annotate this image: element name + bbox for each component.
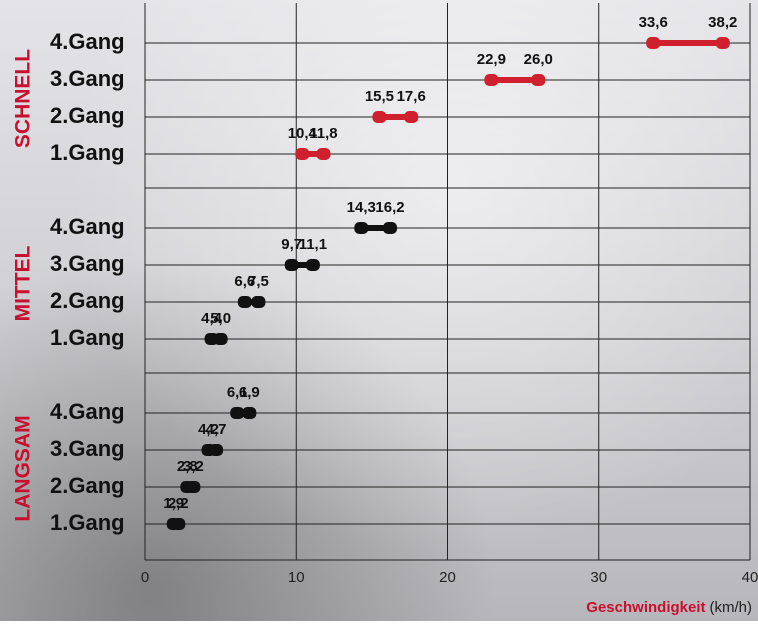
value-label: 2,2 bbox=[168, 495, 189, 512]
group-label: SCHNELL bbox=[12, 49, 35, 148]
row-label: 4.Gang bbox=[50, 29, 125, 54]
range-end bbox=[484, 74, 498, 86]
range-end bbox=[214, 333, 228, 345]
value-label: 4,7 bbox=[206, 421, 227, 438]
range-end bbox=[285, 259, 299, 271]
value-label: 38,2 bbox=[708, 14, 737, 31]
range-end bbox=[209, 444, 223, 456]
x-tick-label: 40 bbox=[742, 569, 758, 586]
range-end bbox=[716, 37, 730, 49]
x-axis-unit: (km/h) bbox=[710, 599, 753, 616]
value-label: 7,5 bbox=[248, 273, 269, 290]
value-label: 22,9 bbox=[477, 51, 506, 68]
value-label: 16,2 bbox=[375, 199, 404, 216]
row-label: 1.Gang bbox=[50, 325, 125, 350]
row-label: 1.Gang bbox=[50, 510, 125, 535]
value-label: 6,9 bbox=[239, 384, 260, 401]
range-end bbox=[230, 407, 244, 419]
value-label: 11,8 bbox=[309, 125, 337, 142]
row-label: 2.Gang bbox=[50, 473, 125, 498]
row-label: 4.Gang bbox=[50, 399, 125, 424]
axis-title: Geschwindigkeit (km/h) bbox=[586, 599, 752, 616]
row-label: 3.Gang bbox=[50, 436, 125, 461]
page: 0 10 20 30 40 SCHNELL 4.Gang 33,6 38,2 3.Gang 22,9… bbox=[0, 0, 758, 621]
range-end bbox=[306, 259, 320, 271]
value-label: 14,3 bbox=[347, 199, 376, 216]
group-label: MITTEL bbox=[12, 245, 35, 321]
value-label: 5,0 bbox=[210, 310, 231, 327]
row-label: 2.Gang bbox=[50, 103, 125, 128]
range-end bbox=[242, 407, 256, 419]
row-label: 2.Gang bbox=[50, 288, 125, 313]
value-label: 11,1 bbox=[299, 236, 327, 253]
range-end bbox=[646, 37, 660, 49]
value-label: 3,2 bbox=[183, 458, 204, 475]
x-tick-label: 0 bbox=[141, 569, 149, 586]
value-label: 15,5 bbox=[365, 88, 394, 105]
range-end bbox=[316, 148, 330, 160]
value-label: 17,6 bbox=[397, 88, 426, 105]
value-label: 26,0 bbox=[524, 51, 553, 68]
range-end bbox=[404, 111, 418, 123]
row-label: 3.Gang bbox=[50, 251, 125, 276]
row-label: 4.Gang bbox=[50, 214, 125, 239]
range-end bbox=[295, 148, 309, 160]
group-label: LANGSAM bbox=[12, 415, 35, 521]
x-tick-label: 30 bbox=[590, 569, 607, 586]
x-axis-label: Geschwindigkeit bbox=[586, 599, 705, 616]
range-end bbox=[171, 518, 185, 530]
range-end bbox=[354, 222, 368, 234]
row-label: 3.Gang bbox=[50, 66, 125, 91]
x-tick-label: 20 bbox=[439, 569, 456, 586]
row-label: 1.Gang bbox=[50, 140, 125, 165]
range-end bbox=[186, 481, 200, 493]
range-end bbox=[383, 222, 397, 234]
range-end bbox=[251, 296, 265, 308]
chart: 0 10 20 30 40 SCHNELL 4.Gang 33,6 38,2 3.Gang 22,9… bbox=[0, 0, 758, 621]
range-end bbox=[238, 296, 252, 308]
value-label: 33,6 bbox=[639, 14, 668, 31]
range-end bbox=[372, 111, 386, 123]
range-end bbox=[531, 74, 545, 86]
x-tick-label: 10 bbox=[288, 569, 305, 586]
